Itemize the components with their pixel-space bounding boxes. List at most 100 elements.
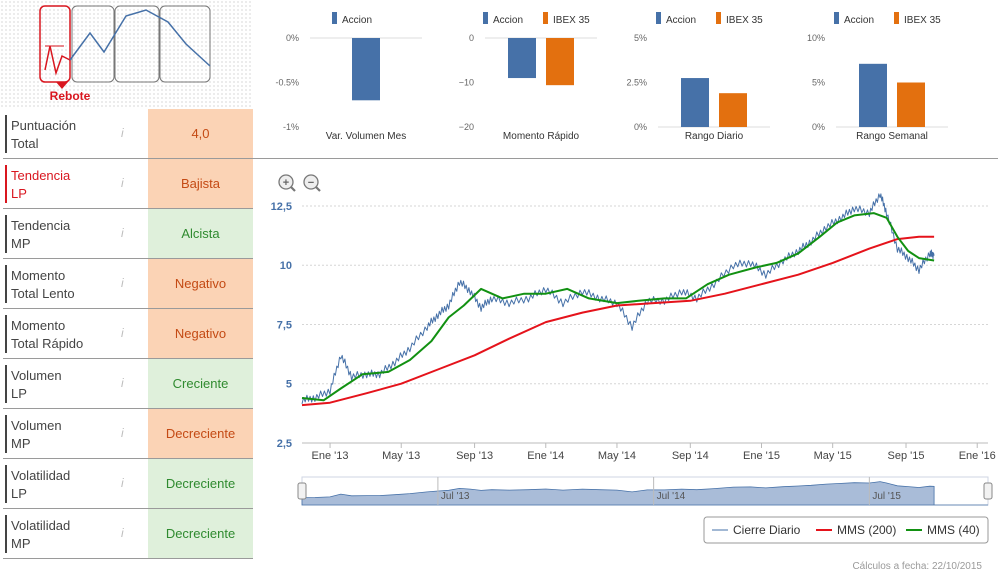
- svg-text:−: −: [308, 177, 314, 189]
- y-tick-label: 10: [280, 260, 292, 272]
- indicator-name-line2: LP: [11, 386, 27, 401]
- mini-tick-label: 0%: [286, 33, 299, 43]
- divider: [252, 158, 998, 159]
- y-tick-label: 12,5: [271, 201, 292, 213]
- info-icon[interactable]: i: [121, 426, 124, 440]
- indicator-name-line2: Total Rápido: [11, 336, 84, 351]
- indicator-name: Momento Total Lento: [11, 267, 111, 303]
- indicator-row[interactable]: Volumen MP i Decreciente: [3, 409, 253, 459]
- indicator-name-line2: MP: [11, 536, 31, 551]
- indicator-marker: [5, 365, 7, 403]
- x-tick-label: Sep '15: [888, 450, 925, 462]
- indicator-row[interactable]: Momento Total Lento i Negativo: [3, 259, 253, 309]
- indicator-row[interactable]: Puntuación Total i 4,0: [3, 109, 253, 159]
- x-tick-label: May '15: [814, 450, 852, 462]
- pattern-line-blue: [69, 9, 211, 67]
- x-tick-label: Ene '16: [959, 450, 996, 462]
- indicator-row[interactable]: Momento Total Rápido i Negativo: [3, 309, 253, 359]
- indicator-name-line1: Volatilidad: [11, 468, 71, 483]
- indicator-name: Momento Total Rápido: [11, 317, 111, 353]
- info-icon[interactable]: i: [121, 526, 124, 540]
- series-line-0[interactable]: [301, 193, 935, 405]
- indicator-name-line2: LP: [11, 486, 27, 501]
- navigator-handle-left[interactable]: [297, 482, 307, 500]
- navigator-tick-label: Jul '13: [441, 491, 470, 502]
- indicator-row[interactable]: Volatilidad LP i Decreciente: [3, 459, 253, 509]
- legend-swatch: [543, 12, 548, 24]
- legend-item[interactable]: Cierre Diario: [733, 523, 801, 537]
- mini-chart: Accion IBEX 35 0 −10 −20 Momento Rápido: [427, 0, 603, 158]
- x-tick-label: Ene '15: [743, 450, 780, 462]
- x-tick-label: Ene '13: [312, 450, 349, 462]
- indicator-name: Volatilidad LP: [11, 467, 111, 503]
- indicator-name-line2: Total Lento: [11, 286, 75, 301]
- price-chart[interactable]: + − 2,5 5 7,5 10 12,5 Ene '13 May '13 Sep '13 Ene …: [258, 165, 996, 555]
- legend-swatch: [483, 12, 488, 24]
- series-line-2[interactable]: [301, 212, 935, 402]
- info-icon[interactable]: i: [121, 276, 124, 290]
- mini-bar[interactable]: [719, 93, 747, 127]
- legend-swatch: [894, 12, 899, 24]
- info-icon[interactable]: i: [121, 126, 124, 140]
- legend-item[interactable]: MMS (40): [927, 523, 980, 537]
- mini-bar[interactable]: [352, 38, 380, 101]
- info-icon[interactable]: i: [121, 176, 124, 190]
- info-icon[interactable]: i: [121, 376, 124, 390]
- mini-tick-label: 0: [469, 33, 474, 43]
- navigator-handle-right[interactable]: [983, 482, 993, 500]
- pattern-label: Rebote: [49, 89, 91, 103]
- legend-label: IBEX 35: [904, 15, 941, 26]
- indicator-value: Decreciente: [148, 409, 253, 458]
- indicator-row[interactable]: Tendencia MP i Alcista: [3, 209, 253, 259]
- indicator-marker: [5, 165, 7, 203]
- mini-tick-label: −20: [459, 122, 474, 132]
- mini-tick-label: −10: [459, 78, 474, 88]
- mini-bar[interactable]: [681, 78, 709, 127]
- indicator-name: Volumen MP: [11, 417, 111, 453]
- mini-chart-svg: Accion IBEX 35 10% 5% 0% Rango Semanal: [807, 12, 948, 142]
- info-icon[interactable]: i: [121, 226, 124, 240]
- indicator-name-line1: Momento: [11, 268, 66, 283]
- indicator-name: Tendencia MP: [11, 217, 111, 253]
- indicator-row[interactable]: Tendencia LP i Bajista: [3, 159, 253, 209]
- indicator-value: Alcista: [148, 209, 253, 258]
- x-tick-label: Sep '13: [456, 450, 493, 462]
- zoom-in-icon[interactable]: +: [278, 174, 296, 192]
- pattern-frame: [71, 5, 115, 83]
- indicator-name-line1: Volumen: [11, 368, 62, 383]
- legend-swatch: [332, 12, 337, 24]
- legend-item[interactable]: MMS (200): [837, 523, 896, 537]
- pattern-frame-selected: [39, 5, 71, 83]
- indicator-name-line2: LP: [11, 186, 27, 201]
- indicator-value: Negativo: [148, 259, 253, 308]
- svg-text:+: +: [283, 177, 289, 189]
- mini-bar[interactable]: [546, 38, 574, 86]
- legend-swatch: [834, 12, 839, 24]
- pattern-graphic: [39, 5, 211, 89]
- legend-label: IBEX 35: [553, 15, 590, 26]
- mini-chart-svg: Accion IBEX 35 5% 2.5% 0% Rango Diario: [626, 12, 770, 142]
- mini-bar[interactable]: [897, 82, 925, 128]
- indicator-row[interactable]: Volumen LP i Creciente: [3, 359, 253, 409]
- indicator-value: 4,0: [148, 109, 253, 158]
- legend-label: Accion: [666, 15, 696, 26]
- x-tick-label: May '14: [598, 450, 636, 462]
- info-icon[interactable]: i: [121, 326, 124, 340]
- zoom-out-icon[interactable]: −: [303, 174, 321, 192]
- legend-label: Accion: [493, 15, 523, 26]
- mini-chart-svg: Accion IBEX 35 0 −10 −20 Momento Rápido: [459, 12, 597, 142]
- series-line-1[interactable]: [301, 235, 935, 407]
- mini-tick-label: 2.5%: [626, 78, 647, 88]
- mini-chart-title: Var. Volumen Mes: [326, 131, 406, 142]
- indicator-value: Creciente: [148, 359, 253, 408]
- indicator-name-line2: MP: [11, 236, 31, 251]
- mini-bar[interactable]: [859, 63, 887, 127]
- legend-swatch: [716, 12, 721, 24]
- indicator-row[interactable]: Volatilidad MP i Decreciente: [3, 509, 253, 559]
- indicator-name-line1: Tendencia: [11, 168, 71, 183]
- mini-bar[interactable]: [508, 38, 536, 79]
- navigator-tick-label: Jul '14: [657, 491, 686, 502]
- indicator-table: Puntuación Total i 4,0 Tendencia LP i Bajista Te…: [3, 109, 253, 559]
- info-icon[interactable]: i: [121, 476, 124, 490]
- mini-chart-svg: Accion 0% -0.5% -1% Var. Volumen Mes: [275, 12, 422, 142]
